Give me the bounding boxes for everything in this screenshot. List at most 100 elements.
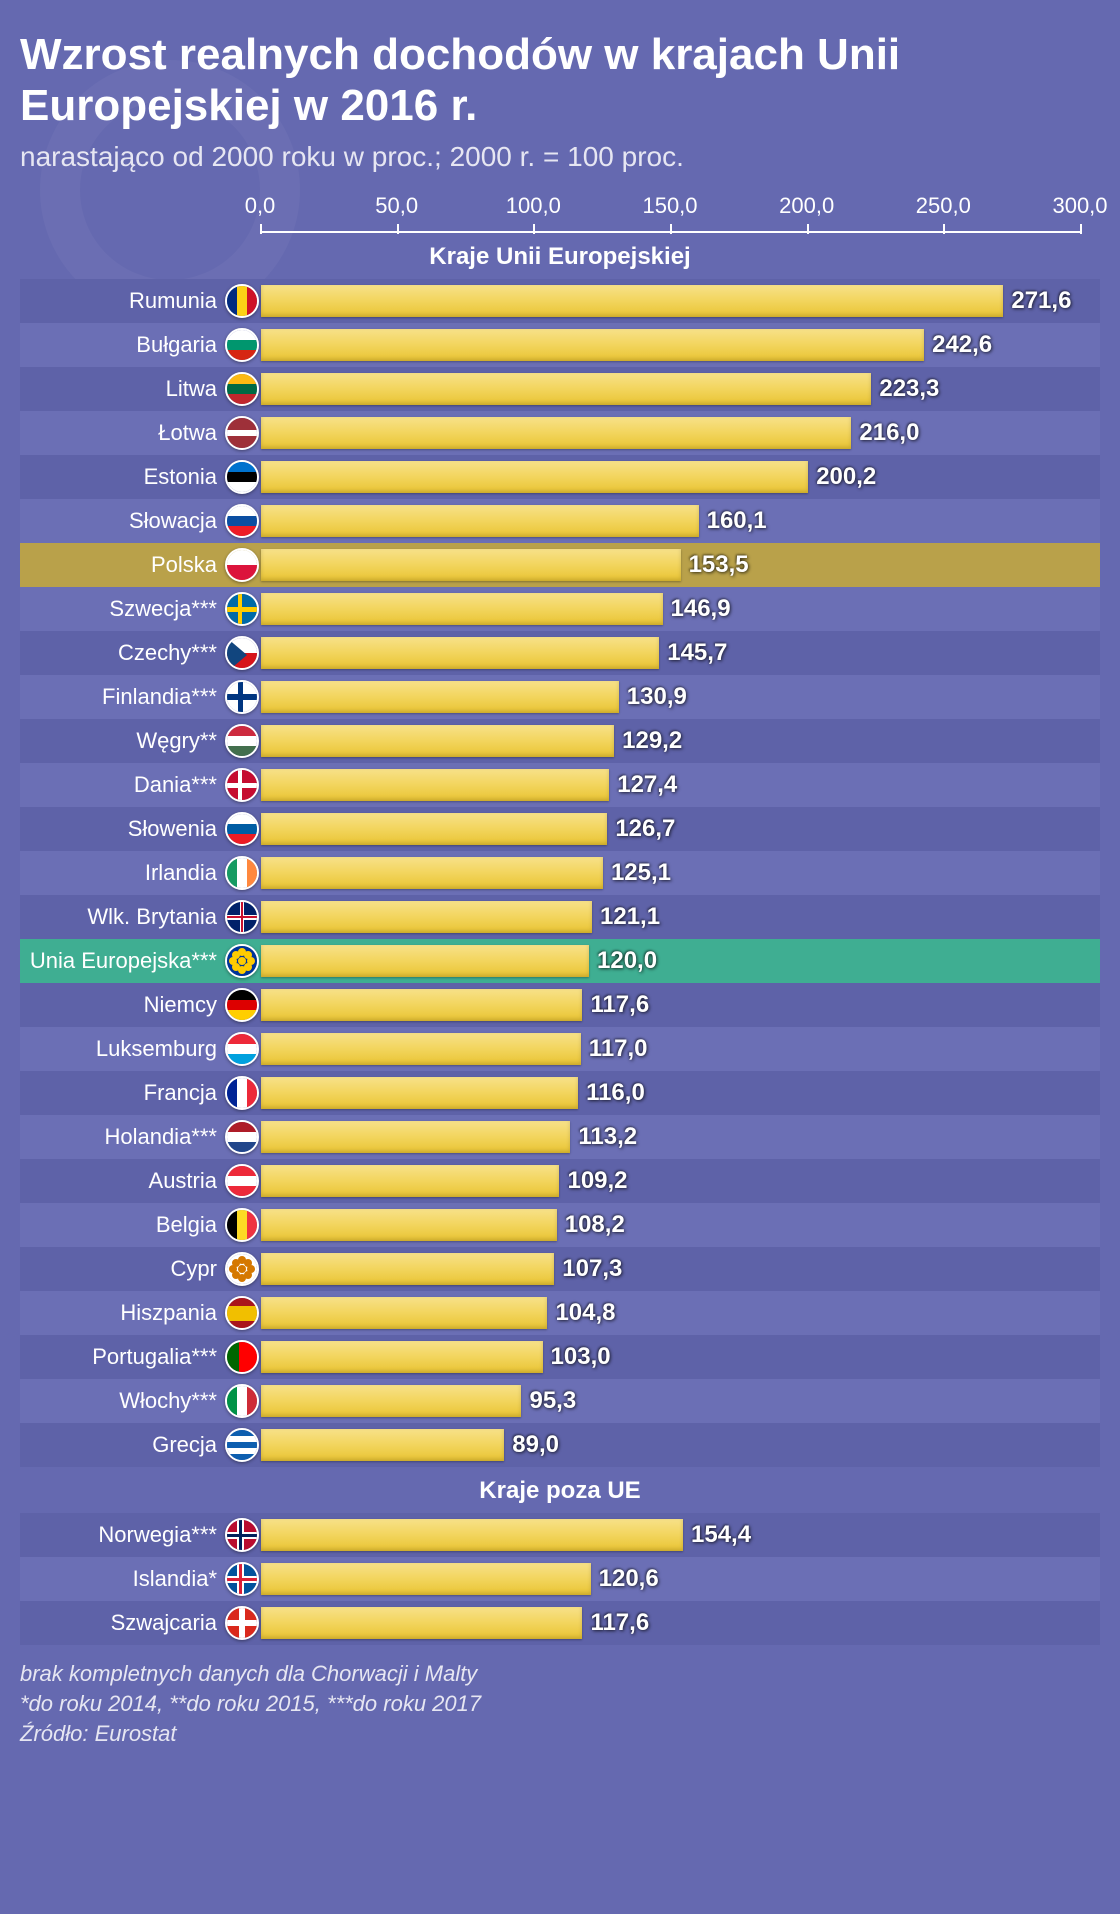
flag-icon bbox=[225, 1120, 259, 1154]
bar-track: 121,1 bbox=[261, 895, 1080, 939]
row-label: Węgry** bbox=[20, 728, 225, 754]
flag-icon bbox=[225, 1606, 259, 1640]
bar bbox=[261, 1121, 570, 1153]
bar-value: 154,4 bbox=[691, 1521, 751, 1549]
data-row: Rumunia271,6 bbox=[20, 279, 1100, 323]
row-label: Francja bbox=[20, 1080, 225, 1106]
bar-value: 121,1 bbox=[600, 903, 660, 931]
flag-icon bbox=[225, 1076, 259, 1110]
bar bbox=[261, 1429, 504, 1461]
bar-track: 146,9 bbox=[261, 587, 1080, 631]
data-row: Francja116,0 bbox=[20, 1071, 1100, 1115]
data-row: Włochy***95,3 bbox=[20, 1379, 1100, 1423]
bar bbox=[261, 769, 609, 801]
chart-title: Wzrost realnych dochodów w krajach Unii … bbox=[20, 30, 1100, 131]
data-row: Polska153,5 bbox=[20, 543, 1100, 587]
bar-value: 109,2 bbox=[567, 1167, 627, 1195]
bar-value: 130,9 bbox=[627, 683, 687, 711]
footer-line: *do roku 2014, **do roku 2015, ***do rok… bbox=[20, 1689, 1100, 1719]
row-label: Łotwa bbox=[20, 420, 225, 446]
bar-value: 242,6 bbox=[932, 331, 992, 359]
bar-track: 271,6 bbox=[261, 279, 1080, 323]
data-row: Łotwa 216,0 bbox=[20, 411, 1100, 455]
bar-value: 200,2 bbox=[816, 463, 876, 491]
row-label: Dania*** bbox=[20, 772, 225, 798]
data-row: Belgia 108,2 bbox=[20, 1203, 1100, 1247]
bar bbox=[261, 1341, 543, 1373]
axis-tick-label: 250,0 bbox=[916, 193, 971, 219]
bar-value: 120,6 bbox=[599, 1565, 659, 1593]
axis-tick-label: 300,0 bbox=[1052, 193, 1107, 219]
row-label: Portugalia*** bbox=[20, 1344, 225, 1370]
bar bbox=[261, 593, 663, 625]
flag-icon bbox=[225, 1562, 259, 1596]
row-label: Litwa bbox=[20, 376, 225, 402]
bar bbox=[261, 813, 607, 845]
bar bbox=[261, 1297, 547, 1329]
bar-value: 145,7 bbox=[667, 639, 727, 667]
bar-track: 126,7 bbox=[261, 807, 1080, 851]
bar-value: 117,6 bbox=[590, 1609, 649, 1637]
axis-tickmark bbox=[807, 224, 809, 234]
data-row: Irlandia125,1 bbox=[20, 851, 1100, 895]
bar bbox=[261, 1209, 557, 1241]
bar-track: 117,0 bbox=[261, 1027, 1080, 1071]
row-label: Cypr bbox=[20, 1256, 225, 1282]
flag-icon bbox=[225, 1296, 259, 1330]
bar-track: 223,3 bbox=[261, 367, 1080, 411]
flag-icon bbox=[225, 328, 259, 362]
bar-value: 153,5 bbox=[689, 551, 749, 579]
bar-value: 113,2 bbox=[578, 1123, 637, 1151]
axis-tickmark bbox=[943, 224, 945, 234]
bar-track: 145,7 bbox=[261, 631, 1080, 675]
row-label: Bułgaria bbox=[20, 332, 225, 358]
data-row: Litwa 223,3 bbox=[20, 367, 1100, 411]
row-label: Irlandia bbox=[20, 860, 225, 886]
flag-icon bbox=[225, 724, 259, 758]
bar bbox=[261, 637, 659, 669]
bar-value: 95,3 bbox=[529, 1387, 576, 1415]
bar-track: 216,0 bbox=[261, 411, 1080, 455]
data-row: Austria 109,2 bbox=[20, 1159, 1100, 1203]
bar bbox=[261, 549, 681, 581]
bar-value: 108,2 bbox=[565, 1211, 625, 1239]
bar bbox=[261, 329, 924, 361]
axis-tickmark bbox=[533, 224, 535, 234]
data-row: Dania***127,4 bbox=[20, 763, 1100, 807]
row-label: Słowacja bbox=[20, 508, 225, 534]
row-label: Holandia*** bbox=[20, 1124, 225, 1150]
bar-track: 108,2 bbox=[261, 1203, 1080, 1247]
row-label: Austria bbox=[20, 1168, 225, 1194]
bar-value: 104,8 bbox=[555, 1299, 615, 1327]
data-row: Słowenia126,7 bbox=[20, 807, 1100, 851]
flag-icon bbox=[225, 1340, 259, 1374]
bar bbox=[261, 1165, 559, 1197]
flag-icon bbox=[225, 856, 259, 890]
data-row: Grecja 89,0 bbox=[20, 1423, 1100, 1467]
bar bbox=[261, 1033, 581, 1065]
bar-track: 89,0 bbox=[261, 1423, 1080, 1467]
flag-icon bbox=[225, 1208, 259, 1242]
bar-value: 271,6 bbox=[1011, 287, 1071, 315]
row-label: Belgia bbox=[20, 1212, 225, 1238]
bar bbox=[261, 1563, 591, 1595]
axis-tickmark bbox=[397, 224, 399, 234]
row-label: Grecja bbox=[20, 1432, 225, 1458]
data-row: Bułgaria 242,6 bbox=[20, 323, 1100, 367]
row-label: Norwegia*** bbox=[20, 1522, 225, 1548]
bar bbox=[261, 857, 603, 889]
bar-value: 146,9 bbox=[671, 595, 731, 623]
data-row: Estonia200,2 bbox=[20, 455, 1100, 499]
row-label: Finlandia*** bbox=[20, 684, 225, 710]
data-row: Niemcy117,6 bbox=[20, 983, 1100, 1027]
flag-icon bbox=[225, 1252, 259, 1286]
data-row: Finlandia*** 130,9 bbox=[20, 675, 1100, 719]
row-label: Hiszpania bbox=[20, 1300, 225, 1326]
section-header-eu: Kraje Unii Europejskiej bbox=[20, 233, 1100, 279]
bar-track: 120,6 bbox=[261, 1557, 1080, 1601]
bar-value: 216,0 bbox=[859, 419, 919, 447]
row-label: Szwecja*** bbox=[20, 596, 225, 622]
bar-track: 104,8 bbox=[261, 1291, 1080, 1335]
data-row: Islandia*120,6 bbox=[20, 1557, 1100, 1601]
bar-track: 120,0 bbox=[261, 939, 1080, 983]
